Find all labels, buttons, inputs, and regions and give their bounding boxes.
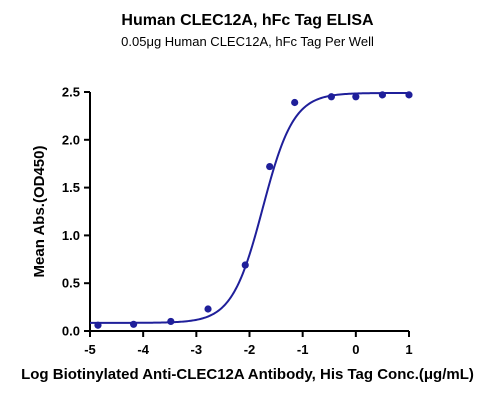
x-tick-label: -2 bbox=[244, 342, 256, 357]
data-point bbox=[378, 91, 387, 99]
x-tick-label: -5 bbox=[84, 342, 96, 357]
x-tick-label: 0 bbox=[352, 342, 359, 357]
x-tick-label: -4 bbox=[137, 342, 149, 357]
x-axis-label: Log Biotinylated Anti-CLEC12A Antibody, … bbox=[21, 366, 474, 383]
x-tick-label: -3 bbox=[191, 342, 203, 357]
y-tick-label: 0.0 bbox=[62, 324, 80, 339]
data-point bbox=[241, 261, 249, 269]
data-point bbox=[291, 98, 299, 107]
data-point bbox=[204, 305, 212, 313]
data-point bbox=[405, 91, 413, 99]
data-point bbox=[167, 317, 175, 326]
y-tick-label: 2.5 bbox=[62, 85, 80, 100]
data-point bbox=[352, 93, 360, 101]
data-point bbox=[327, 93, 335, 101]
y-axis-label: Mean Abs.(OD450) bbox=[31, 146, 48, 278]
x-ticks: -5 -4 -3 -2 -1 0 1 bbox=[84, 331, 413, 357]
chart-title: Human CLEC12A, hFc Tag ELISA bbox=[121, 12, 374, 29]
data-point bbox=[94, 321, 102, 329]
data-point bbox=[129, 320, 138, 328]
chart-subtitle: 0.05μg Human CLEC12A, hFc Tag Per Well bbox=[121, 34, 374, 49]
y-tick-label: 0.5 bbox=[62, 276, 80, 291]
y-ticks: 0.0 0.5 1.0 1.5 2.0 2.5 bbox=[62, 85, 90, 339]
y-tick-label: 1.0 bbox=[62, 228, 80, 243]
fit-curve bbox=[90, 91, 409, 324]
x-tick-label: 1 bbox=[405, 342, 412, 357]
y-tick-label: 2.0 bbox=[62, 132, 80, 147]
x-tick-label: -1 bbox=[297, 342, 309, 357]
data-point bbox=[266, 162, 274, 171]
y-tick-label: 1.5 bbox=[62, 180, 80, 195]
data-points bbox=[94, 91, 413, 329]
